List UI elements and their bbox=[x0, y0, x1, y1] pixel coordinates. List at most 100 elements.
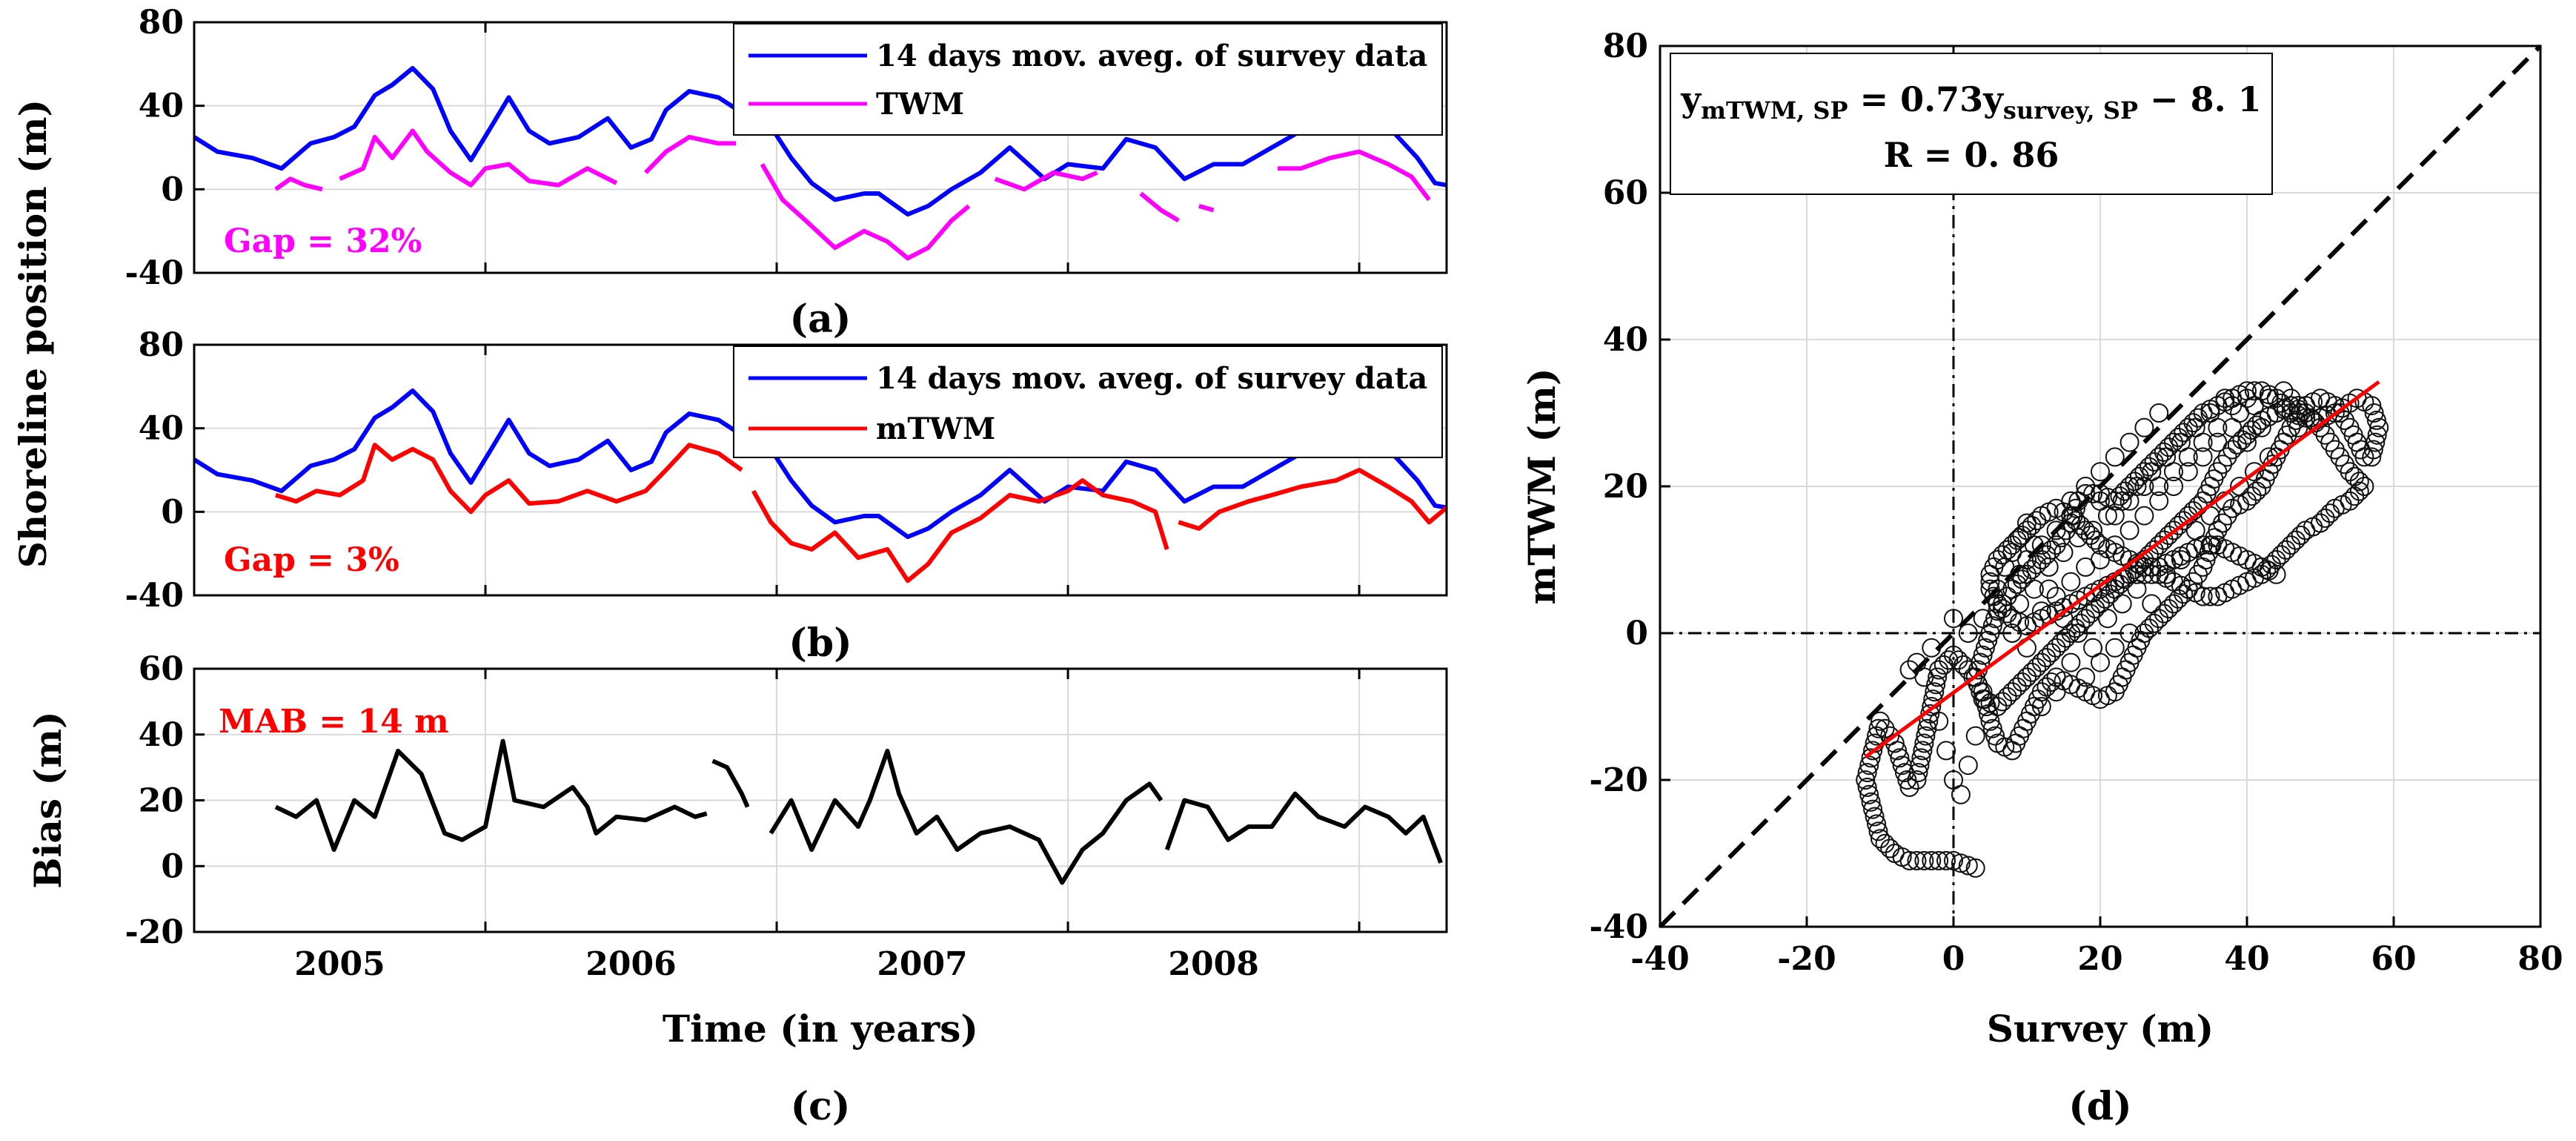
scatter-point bbox=[1907, 652, 1927, 672]
scatter-point bbox=[1897, 770, 1917, 790]
panel-a-label: (a) bbox=[790, 297, 852, 342]
panel-b-label: (b) bbox=[789, 621, 852, 666]
panel-c-mab-annotation: MAB = 14 m bbox=[219, 703, 449, 741]
scatter-point bbox=[1857, 763, 1877, 783]
scatter-point bbox=[1982, 718, 2002, 738]
scatter-point bbox=[1929, 711, 1949, 731]
panel-a-axes bbox=[193, 21, 1448, 274]
scatter-point bbox=[1958, 755, 1978, 775]
scatter-point bbox=[2188, 408, 2208, 428]
scatter-point bbox=[2076, 477, 2096, 496]
scatter-point bbox=[2105, 638, 2125, 658]
scatter-point bbox=[2164, 594, 2183, 614]
scatter-point bbox=[1861, 748, 1881, 768]
scatter-point bbox=[2054, 543, 2074, 563]
scatter-point bbox=[2200, 586, 2220, 606]
panel-a-legend-label-survey: 14 days mov. aveg. of survey data bbox=[876, 39, 1427, 73]
panel-a-series-1-segment-2 bbox=[644, 134, 736, 174]
scatter-point bbox=[1958, 856, 1978, 876]
scatter-point bbox=[2046, 638, 2066, 658]
scatter-point bbox=[1856, 770, 1876, 790]
panel-b-yticks: -40 0 40 80 bbox=[125, 326, 205, 615]
scatter-point bbox=[2061, 652, 2081, 672]
scatter-point bbox=[2097, 609, 2117, 629]
scatter-point bbox=[2091, 652, 2110, 672]
scatter-point bbox=[1880, 839, 1900, 859]
scatter-point bbox=[2046, 586, 2066, 606]
panel-d-ylabel: mTWM (m) bbox=[1520, 368, 1564, 604]
scatter-point bbox=[1965, 726, 1985, 746]
scatter-point bbox=[2105, 447, 2125, 467]
scatter-point bbox=[1907, 770, 1927, 790]
scatter-point bbox=[2193, 447, 2213, 467]
scatter-point bbox=[2185, 520, 2205, 540]
scatter-point bbox=[2002, 682, 2022, 702]
scatter-point bbox=[2031, 601, 2051, 621]
panel-c-series-0-segment-3 bbox=[1164, 791, 1443, 864]
scatter-point bbox=[1899, 777, 1919, 797]
panel-b-series-0-segment-0 bbox=[193, 388, 1447, 540]
scatter-point bbox=[2274, 381, 2294, 401]
panel-d-xlabel: Survey (m) bbox=[1987, 1007, 2214, 1051]
scatter-point bbox=[2115, 569, 2134, 589]
scatter-point bbox=[2066, 511, 2085, 531]
panel-c-xtick-label-0: 2005 bbox=[294, 945, 385, 983]
scatter-point bbox=[2296, 520, 2316, 540]
scatter-point bbox=[2159, 437, 2179, 457]
scatter-point bbox=[1922, 638, 1942, 658]
panel-a-series-1-segment-0 bbox=[274, 176, 323, 192]
scatter-point bbox=[2039, 579, 2059, 599]
panel-b-legend-label-mtwm: mTWM bbox=[876, 411, 995, 446]
scatter-point bbox=[1997, 603, 2017, 624]
scatter-point bbox=[1951, 784, 1971, 804]
panel-c-series bbox=[274, 738, 1443, 885]
panel-c-series-0-segment-1 bbox=[711, 758, 750, 808]
scatter-point bbox=[2237, 432, 2257, 452]
scatter-point bbox=[2076, 520, 2096, 540]
scatter-point bbox=[2012, 672, 2032, 692]
scatter-point bbox=[2171, 550, 2191, 569]
scatter-point bbox=[2134, 557, 2154, 577]
scatter-point bbox=[1907, 850, 1927, 870]
scatter-point bbox=[2119, 624, 2140, 643]
scatter-point bbox=[2349, 472, 2369, 492]
shared-ylabel: Shoreline position (m) bbox=[11, 99, 55, 568]
panel-a-legend-label-twm: TWM bbox=[876, 87, 964, 122]
scatter-point bbox=[2281, 388, 2301, 409]
scatter-point bbox=[1890, 748, 1910, 768]
scatter-point bbox=[2154, 442, 2174, 462]
scatter-point bbox=[2183, 413, 2203, 433]
scatter-point bbox=[2010, 594, 2030, 614]
panel-b-series-1-segment-2 bbox=[1178, 468, 1448, 531]
scatter-point bbox=[2178, 462, 2198, 482]
panel-a-legend: 14 days mov. aveg. of survey data TWM bbox=[733, 23, 1443, 136]
scatter-point bbox=[2300, 408, 2320, 428]
scatter-point bbox=[1982, 616, 2002, 636]
scatter-point bbox=[1944, 645, 1963, 665]
panel-b-ytick-label-2: 40 bbox=[139, 410, 184, 448]
panel-b-series bbox=[193, 388, 1448, 583]
scatter-point bbox=[1933, 655, 1953, 675]
panel-a-yticks: -40 0 40 80 bbox=[125, 4, 205, 292]
scatter-point bbox=[2232, 430, 2252, 450]
panel-d-yticks: -40 -20 0 20 40 60 80 bbox=[1590, 27, 1670, 946]
panel-d-label: (d) bbox=[2068, 1084, 2132, 1129]
scatter-point bbox=[1958, 624, 1978, 643]
scatter-point bbox=[1908, 763, 1928, 783]
panel-b: -40 0 40 80 14 days mov. aveg. of survey da… bbox=[125, 326, 1448, 666]
scatter-point bbox=[2027, 555, 2047, 575]
scatter-point bbox=[2325, 403, 2345, 423]
scatter-point bbox=[2364, 403, 2384, 423]
scatter-point bbox=[2046, 535, 2066, 555]
scatter-point bbox=[2237, 388, 2257, 409]
scatter-point bbox=[2142, 594, 2162, 614]
scatter-point bbox=[2366, 432, 2386, 452]
scatter-point bbox=[2061, 506, 2081, 526]
scatter-point bbox=[2007, 677, 2027, 697]
scatter-point bbox=[1965, 858, 1985, 878]
panel-d-xtick-label-3: 20 bbox=[2077, 940, 2122, 978]
scatter-point bbox=[2056, 628, 2076, 648]
scatter-point bbox=[2022, 515, 2042, 535]
panel-a: -40 0 40 80 14 days mov. aveg. of survey da… bbox=[125, 4, 1448, 342]
panel-d-xtick-label-1: -20 bbox=[1777, 940, 1836, 978]
